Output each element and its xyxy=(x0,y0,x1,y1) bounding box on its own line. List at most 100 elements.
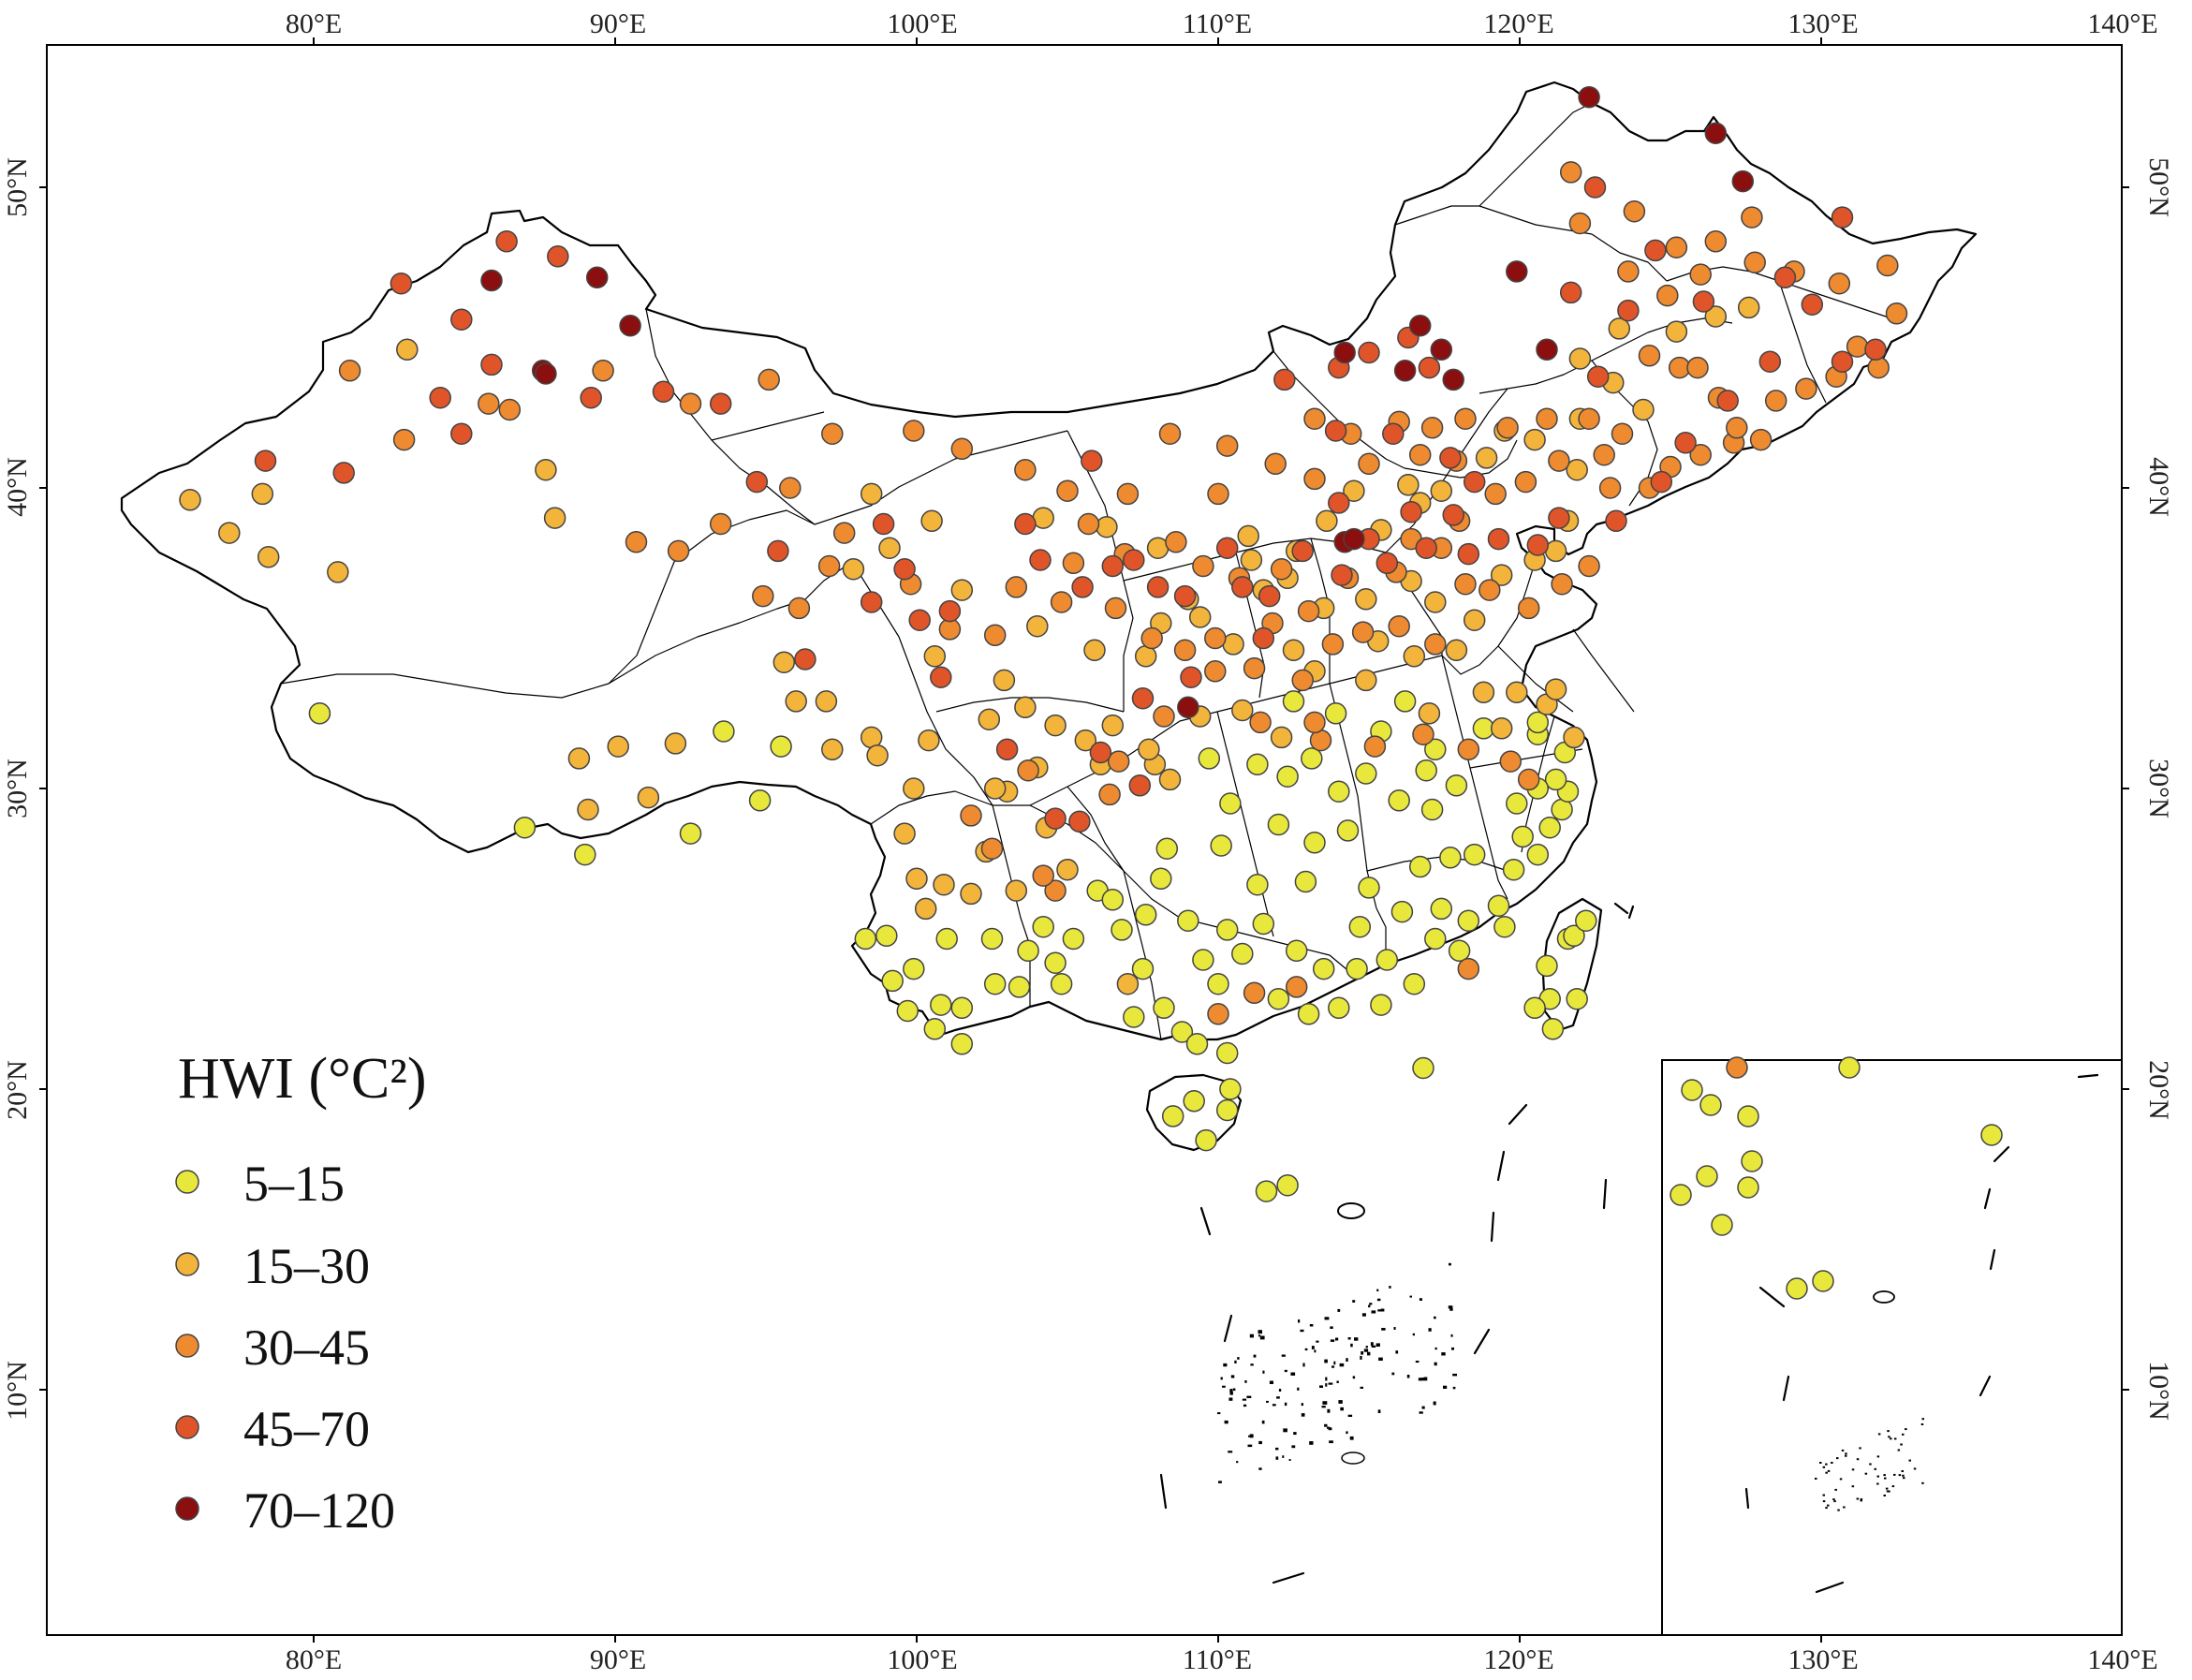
reef-dot xyxy=(1347,1337,1351,1340)
station-marker xyxy=(1831,206,1854,228)
station-marker xyxy=(1050,972,1073,995)
station-marker xyxy=(1246,753,1269,776)
reef-dot xyxy=(1217,1412,1221,1415)
station-marker xyxy=(478,392,500,415)
station-marker xyxy=(1204,626,1227,650)
top-lon-tick: 100°E xyxy=(887,8,957,39)
reef-dot xyxy=(1391,1372,1395,1376)
station-marker xyxy=(480,353,503,376)
reef-dot xyxy=(1920,1423,1924,1425)
reef-dot xyxy=(1327,1426,1331,1429)
station-marker xyxy=(1442,504,1464,526)
station-marker xyxy=(1370,994,1392,1016)
station-marker xyxy=(1457,957,1480,980)
reef-dot xyxy=(1301,1403,1303,1407)
station-markers xyxy=(179,85,1908,1202)
station-marker xyxy=(1282,690,1305,713)
station-marker xyxy=(1408,855,1432,878)
station-marker xyxy=(950,437,974,461)
station-marker xyxy=(1424,738,1447,761)
reef-dot xyxy=(1378,1357,1383,1361)
reef-dot xyxy=(1304,1348,1308,1351)
reef-dot xyxy=(1851,1468,1855,1471)
reef-dot xyxy=(1877,1433,1881,1436)
inset-station-marker xyxy=(1838,1056,1861,1079)
reef-dot xyxy=(1891,1485,1895,1488)
reef-dot xyxy=(1349,1436,1354,1440)
station-marker xyxy=(983,972,1007,995)
reef-dot xyxy=(1836,1457,1839,1460)
reef-dot xyxy=(1831,1462,1833,1464)
station-marker xyxy=(1358,452,1380,476)
station-marker xyxy=(1526,843,1550,866)
reef-dot xyxy=(1450,1334,1453,1337)
station-marker xyxy=(1611,422,1634,445)
reef-dot xyxy=(1329,1440,1333,1444)
station-marker xyxy=(580,386,602,409)
station-marker xyxy=(1424,927,1447,951)
inset-station-marker xyxy=(1711,1214,1733,1236)
reef-dot xyxy=(1859,1447,1861,1450)
station-marker xyxy=(1195,1128,1217,1152)
station-marker xyxy=(821,738,844,761)
station-marker xyxy=(1123,549,1145,571)
station-marker xyxy=(390,272,413,295)
station-marker xyxy=(585,266,609,289)
station-marker xyxy=(1291,539,1314,563)
station-marker xyxy=(1062,927,1085,951)
station-marker xyxy=(1071,576,1094,598)
station-marker xyxy=(875,924,898,948)
reef-dot xyxy=(1415,1361,1420,1363)
station-marker xyxy=(1198,747,1221,770)
station-marker xyxy=(1101,714,1125,737)
reef-dot xyxy=(1841,1449,1845,1452)
reef-dot xyxy=(1822,1500,1826,1503)
station-marker xyxy=(1692,290,1715,313)
station-marker xyxy=(1457,738,1480,761)
station-marker xyxy=(592,360,614,382)
station-marker xyxy=(960,882,982,906)
reef-dot xyxy=(1224,1420,1228,1424)
station-marker xyxy=(679,392,702,415)
reef-dot xyxy=(1368,1304,1371,1308)
reef-dot xyxy=(1290,1372,1296,1376)
reef-dot xyxy=(1421,1406,1425,1409)
reef-dot xyxy=(1234,1360,1237,1363)
reef-dot xyxy=(1903,1477,1905,1480)
map-ticks xyxy=(39,37,2129,1643)
station-marker xyxy=(770,735,792,758)
reef-dot xyxy=(1377,1409,1381,1413)
reef-dot xyxy=(1887,1430,1890,1433)
station-marker xyxy=(480,269,503,292)
station-marker xyxy=(1758,350,1782,373)
reef-dot xyxy=(1272,1404,1276,1407)
station-marker xyxy=(1644,239,1667,262)
legend-label-5: 70–120 xyxy=(243,1482,395,1539)
station-marker xyxy=(950,996,974,1020)
inset-station-marker xyxy=(1741,1150,1763,1172)
station-marker xyxy=(1397,474,1420,496)
station-marker xyxy=(1294,870,1317,893)
reef-dot xyxy=(1452,1386,1456,1390)
reef-dot xyxy=(1905,1428,1907,1431)
station-marker xyxy=(1243,656,1266,680)
station-marker xyxy=(1098,783,1121,806)
reef-dot xyxy=(1837,1509,1840,1511)
reef-dot xyxy=(1336,1380,1339,1383)
map-frame xyxy=(46,44,2123,1636)
station-marker xyxy=(930,666,952,688)
reef-dot xyxy=(1258,1440,1262,1445)
reef-dot xyxy=(1819,1462,1822,1464)
reef-dot xyxy=(1218,1481,1222,1483)
station-marker xyxy=(1563,924,1585,948)
station-marker xyxy=(1568,212,1592,235)
station-marker xyxy=(950,579,974,601)
station-marker xyxy=(923,1018,947,1040)
station-marker xyxy=(1586,365,1610,388)
legend-swatch-5 xyxy=(175,1496,199,1521)
station-marker xyxy=(1598,477,1622,499)
station-marker xyxy=(1445,774,1468,797)
station-marker xyxy=(429,386,451,409)
reef-dot xyxy=(1822,1494,1825,1496)
station-marker xyxy=(1578,85,1600,109)
